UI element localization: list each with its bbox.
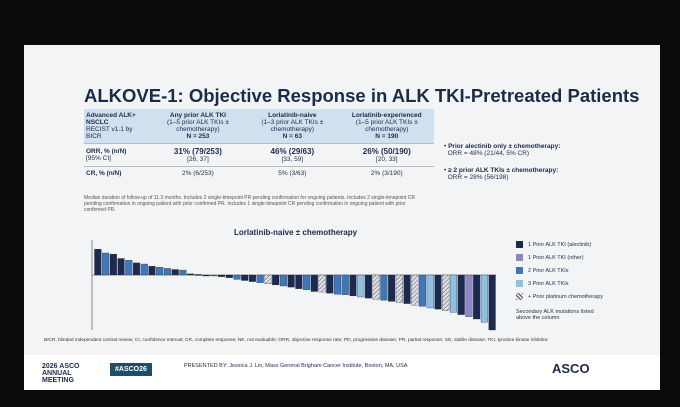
results-table: Advanced ALK+ NSCLC RECIST v1.1 by BICR A… bbox=[84, 109, 434, 180]
cell: CR, % (n/N) bbox=[84, 166, 151, 180]
bar bbox=[480, 274, 488, 323]
legend-label: 1 Prior ALK TKI (other) bbox=[528, 254, 584, 261]
bar bbox=[102, 252, 110, 276]
chart-title: Lorlatinib-naive ± chemotherapy bbox=[234, 228, 358, 237]
bar bbox=[318, 274, 326, 293]
bar bbox=[264, 274, 272, 284]
legend-item: + Prior platinum chemotherapy bbox=[516, 293, 603, 300]
cell: 5% (3/63) bbox=[245, 166, 340, 180]
legend-item: 2 Prior ALK TKIs bbox=[516, 267, 569, 274]
header-cell: Lorlatinib-experienced (1–5 prior ALK TKI… bbox=[339, 109, 434, 144]
footer-bar: 2026 ASCO ANNUAL MEETING #ASCO26 PRESENT… bbox=[24, 355, 660, 390]
bar bbox=[326, 274, 334, 294]
bar bbox=[395, 274, 403, 303]
bar bbox=[210, 274, 218, 277]
legend-item: 1 Prior ALK TKI (other) bbox=[516, 254, 584, 261]
bar bbox=[442, 274, 450, 311]
cell: 2% (6/253) bbox=[150, 166, 246, 180]
bar bbox=[256, 274, 264, 283]
bar bbox=[388, 274, 396, 302]
meeting: 2026 ASCO ANNUAL MEETING bbox=[42, 363, 80, 384]
bar bbox=[187, 273, 195, 276]
cell: 2% (3/190) bbox=[339, 166, 434, 180]
bar bbox=[156, 267, 164, 276]
logo: ASCO bbox=[552, 361, 590, 376]
waterfall-chart bbox=[91, 240, 496, 331]
bar bbox=[419, 274, 427, 307]
bar bbox=[449, 274, 457, 313]
header-cell: Lorlatinib-naive (1–3 prior ALK TKIs ± ch… bbox=[245, 109, 340, 144]
bar bbox=[411, 274, 419, 306]
bar bbox=[380, 274, 388, 301]
bar bbox=[426, 274, 434, 309]
bar bbox=[148, 266, 156, 276]
legend-label: 3 Prior ALK TKIs bbox=[528, 280, 569, 287]
bar bbox=[295, 274, 303, 289]
abbreviations: BICR, blinded independent central review… bbox=[44, 338, 549, 343]
bar bbox=[287, 274, 295, 288]
title: ALKOVE-1: Objective Response in ALK TKI-… bbox=[84, 85, 640, 106]
bar bbox=[364, 274, 372, 299]
bar bbox=[248, 274, 256, 282]
bar bbox=[94, 248, 102, 276]
bar bbox=[465, 274, 473, 317]
bar bbox=[473, 274, 481, 320]
bar bbox=[194, 274, 202, 276]
slide: ALKOVE-1: Objective Response in ALK TKI-… bbox=[24, 45, 660, 390]
legend-swatch bbox=[516, 280, 523, 287]
bar bbox=[171, 269, 179, 276]
bar bbox=[434, 274, 442, 310]
bar bbox=[218, 274, 226, 277]
bar bbox=[202, 274, 210, 277]
bar bbox=[279, 274, 287, 287]
bar bbox=[334, 274, 342, 295]
bar bbox=[272, 274, 280, 286]
hashtag: #ASCO26 bbox=[110, 363, 152, 376]
bar bbox=[403, 274, 411, 304]
bar bbox=[225, 274, 233, 278]
legend-label: + Prior platinum chemotherapy bbox=[528, 293, 604, 300]
bar bbox=[233, 274, 241, 280]
bar bbox=[488, 274, 496, 331]
bar bbox=[303, 274, 311, 291]
bar bbox=[349, 274, 357, 297]
footnote: Median duration of follow-up of 11.3 mon… bbox=[84, 195, 415, 213]
bar bbox=[109, 253, 117, 276]
bar bbox=[341, 274, 349, 295]
legend-swatch bbox=[516, 293, 523, 300]
cell: ORR, % (n/N) [95% CI] bbox=[84, 143, 151, 167]
bar bbox=[372, 274, 380, 300]
bar bbox=[241, 274, 249, 281]
header-cell: Any prior ALK TKI (1–5 prior ALK TKIs ± c… bbox=[150, 109, 246, 144]
bar bbox=[310, 274, 318, 292]
bar bbox=[133, 262, 141, 276]
bar bbox=[163, 268, 171, 276]
legend-item: 1 Prior ALK TKI (alectinib) bbox=[516, 241, 591, 248]
bar bbox=[125, 259, 133, 276]
legend-label: 2 Prior ALK TKIs bbox=[528, 267, 569, 274]
cell: 26% (50/190) [20, 33] bbox=[339, 143, 434, 167]
bar bbox=[140, 263, 148, 276]
legend-swatch bbox=[516, 254, 523, 261]
bullet: • Prior alectinib only ± chemotherapy: O… bbox=[444, 143, 561, 157]
bullet: • ≥ 2 prior ALK TKIs ± chemotherapy: ORR… bbox=[444, 167, 559, 181]
presenter: PRESENTED BY: Jessica J. Lin, Mass Gener… bbox=[184, 363, 408, 369]
legend-swatch bbox=[516, 241, 523, 248]
bar bbox=[179, 269, 187, 276]
header-cell: Advanced ALK+ NSCLC RECIST v1.1 by BICR bbox=[84, 109, 151, 144]
bar bbox=[117, 258, 125, 276]
cell: 31% (79/253) [26, 37] bbox=[150, 143, 246, 167]
bar bbox=[457, 274, 465, 315]
legend-note: Secondary ALK mutations listed above the… bbox=[516, 309, 594, 321]
legend-label: 1 Prior ALK TKI (alectinib) bbox=[528, 241, 592, 248]
legend-swatch bbox=[516, 267, 523, 274]
legend-item: 3 Prior ALK TKIs bbox=[516, 280, 569, 287]
bar bbox=[357, 274, 365, 298]
cell: 46% (29/63) [33, 59] bbox=[245, 143, 340, 167]
